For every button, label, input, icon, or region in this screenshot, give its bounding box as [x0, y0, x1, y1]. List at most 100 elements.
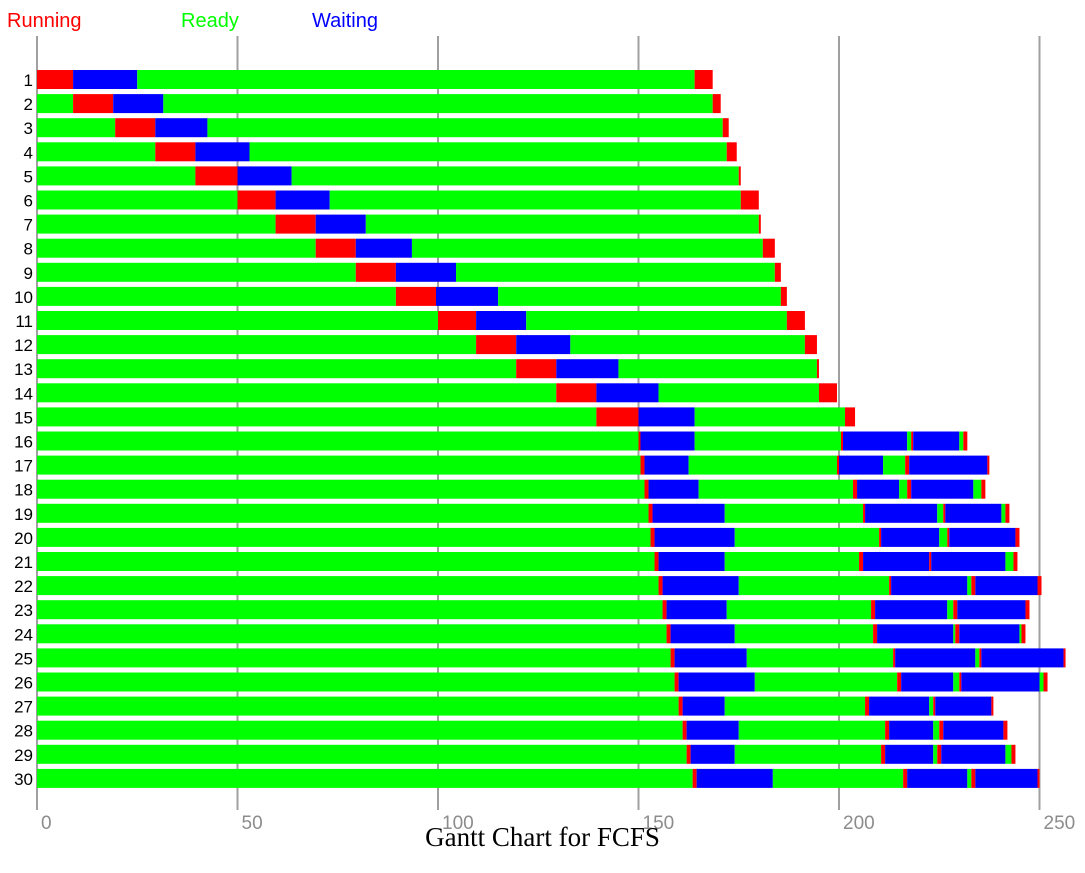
segment-ready	[456, 262, 775, 282]
x-tick-label: 0	[41, 813, 52, 834]
segment-ready	[883, 455, 906, 475]
legend-waiting: Waiting	[312, 10, 378, 32]
segment-ready	[933, 720, 940, 740]
segment-running	[903, 768, 908, 788]
segment-ready	[37, 672, 675, 692]
segment-waiting	[155, 118, 208, 138]
segment-running	[845, 407, 856, 427]
segment-ready	[1001, 503, 1006, 523]
segment-running	[758, 214, 761, 234]
segment-waiting	[885, 744, 934, 764]
segment-ready	[738, 720, 886, 740]
segment-running	[658, 576, 663, 596]
segment-running	[670, 648, 675, 668]
legend: Running Ready Waiting	[7, 10, 378, 32]
process-row	[37, 166, 741, 186]
segment-ready	[37, 479, 645, 499]
segment-ready	[37, 527, 651, 547]
segment-running	[438, 311, 477, 330]
segment-ready	[734, 624, 874, 644]
process-label: 13	[14, 360, 33, 379]
segment-running	[818, 383, 837, 403]
segment-ready	[959, 431, 964, 451]
segment-waiting	[666, 600, 727, 620]
process-row	[37, 359, 819, 379]
segment-waiting	[696, 768, 773, 788]
segment-running	[195, 166, 238, 186]
process-row	[37, 600, 1030, 620]
segment-ready	[1005, 744, 1012, 764]
process-row	[37, 286, 787, 306]
segment-waiting	[869, 696, 930, 716]
process-label: 4	[24, 143, 33, 162]
segment-ready	[37, 600, 663, 620]
segment-ready	[939, 527, 948, 547]
segment-ready	[658, 383, 819, 403]
segment-running	[476, 335, 517, 355]
segment-ready	[746, 648, 894, 668]
segment-ready	[724, 696, 866, 716]
segment-running	[516, 359, 557, 379]
segment-ready	[37, 624, 667, 644]
legend-running: Running	[7, 10, 82, 32]
process-label: 20	[14, 529, 33, 548]
segment-ready	[137, 70, 695, 89]
segment-running	[911, 431, 914, 451]
segment-running	[1013, 552, 1018, 571]
process-label: 29	[14, 746, 33, 765]
segment-ready	[726, 600, 872, 620]
process-label: 5	[24, 167, 33, 186]
segment-ready	[688, 455, 837, 475]
process-row	[37, 142, 737, 162]
segment-ready	[37, 166, 196, 186]
segment-waiting	[863, 552, 930, 571]
segment-waiting	[935, 696, 992, 716]
segment-waiting	[195, 142, 250, 162]
segment-ready	[37, 648, 671, 668]
segment-running	[804, 335, 817, 355]
segment-ready	[37, 94, 74, 114]
segment-ready	[937, 503, 944, 523]
segment-running	[881, 744, 886, 764]
process-label: 19	[14, 505, 33, 524]
segment-waiting	[877, 624, 954, 644]
segment-running	[897, 672, 902, 692]
segment-waiting	[941, 744, 1006, 764]
process-label: 28	[14, 722, 33, 741]
segment-ready	[907, 431, 912, 451]
segment-waiting	[945, 503, 1002, 523]
segment-ready	[37, 190, 238, 210]
process-label: 23	[14, 601, 33, 620]
segment-running	[37, 70, 74, 89]
segment-running	[873, 624, 878, 644]
segment-running	[1015, 527, 1020, 547]
segment-running	[650, 527, 655, 547]
segment-waiting	[395, 262, 457, 282]
x-tick-label: 50	[242, 813, 263, 834]
process-label: 15	[14, 408, 33, 427]
segment-running	[640, 455, 645, 475]
process-row	[37, 238, 775, 258]
segment-ready	[249, 142, 727, 162]
segment-waiting	[237, 166, 292, 186]
segment-ready	[694, 431, 842, 451]
segment-ready	[37, 335, 477, 355]
segment-waiting	[435, 286, 499, 306]
segment-ready	[37, 311, 438, 330]
segment-running	[644, 479, 649, 499]
segment-ready	[37, 696, 679, 716]
process-label: 11	[15, 312, 33, 331]
segment-running	[955, 624, 960, 644]
segment-running	[692, 768, 697, 788]
segment-ready	[734, 527, 880, 547]
segment-running	[115, 118, 156, 138]
segment-ready	[37, 431, 639, 451]
process-row	[37, 479, 986, 499]
segment-running	[1025, 600, 1030, 620]
segment-waiting	[949, 527, 1016, 547]
segment-waiting	[895, 648, 976, 668]
segment-running	[879, 527, 882, 547]
segment-running	[987, 455, 990, 475]
segment-waiting	[662, 576, 739, 596]
